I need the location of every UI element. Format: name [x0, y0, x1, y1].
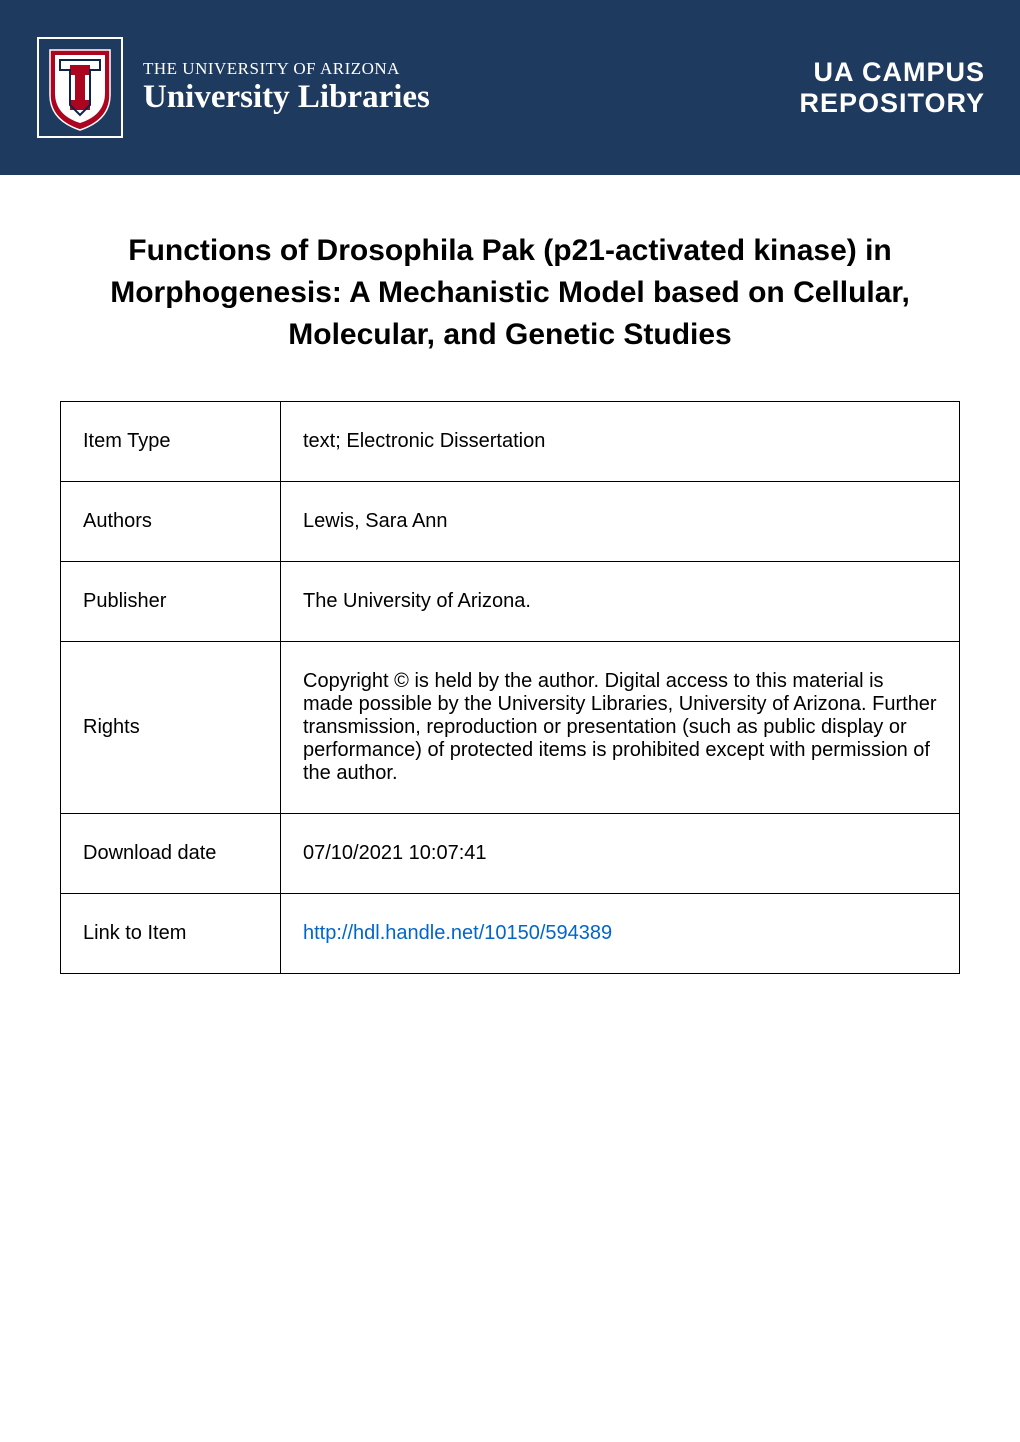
metadata-table: Item Typetext; Electronic DissertationAu… [60, 401, 960, 974]
table-row: AuthorsLewis, Sara Ann [61, 482, 960, 562]
table-row: RightsCopyright © is held by the author.… [61, 642, 960, 814]
logo-section: THE UNIVERSITY OF ARIZONA University Lib… [35, 35, 430, 140]
metadata-label: Publisher [61, 562, 281, 642]
logo-title: University Libraries [143, 79, 430, 116]
item-link[interactable]: http://hdl.handle.net/10150/594389 [303, 922, 612, 944]
metadata-value: Lewis, Sara Ann [281, 482, 960, 562]
content-area: Functions of Drosophila Pak (p21-activat… [0, 175, 1020, 974]
document-title: Functions of Drosophila Pak (p21-activat… [60, 230, 960, 356]
metadata-value: The University of Arizona. [281, 562, 960, 642]
metadata-label: Rights [61, 642, 281, 814]
metadata-label: Item Type [61, 402, 281, 482]
header-banner: THE UNIVERSITY OF ARIZONA University Lib… [0, 0, 1020, 175]
table-row: Link to Item http://hdl.handle.net/10150/… [61, 894, 960, 974]
metadata-value: 07/10/2021 10:07:41 [281, 814, 960, 894]
table-row: Download date07/10/2021 10:07:41 [61, 814, 960, 894]
metadata-label: Link to Item [61, 894, 281, 974]
metadata-label: Authors [61, 482, 281, 562]
table-row: Item Typetext; Electronic Dissertation [61, 402, 960, 482]
metadata-value: text; Electronic Dissertation [281, 402, 960, 482]
metadata-table-body: Item Typetext; Electronic DissertationAu… [61, 402, 960, 974]
logo-text: THE UNIVERSITY OF ARIZONA University Lib… [143, 59, 430, 116]
campus-repository-label: UA CAMPUS REPOSITORY [799, 57, 985, 119]
metadata-value: Copyright © is held by the author. Digit… [281, 642, 960, 814]
logo-subtitle: THE UNIVERSITY OF ARIZONA [143, 59, 430, 79]
university-logo [35, 35, 125, 140]
campus-line1: UA CAMPUS [799, 57, 985, 88]
metadata-value[interactable]: http://hdl.handle.net/10150/594389 [281, 894, 960, 974]
table-row: PublisherThe University of Arizona. [61, 562, 960, 642]
campus-line2: REPOSITORY [799, 88, 985, 119]
metadata-label: Download date [61, 814, 281, 894]
